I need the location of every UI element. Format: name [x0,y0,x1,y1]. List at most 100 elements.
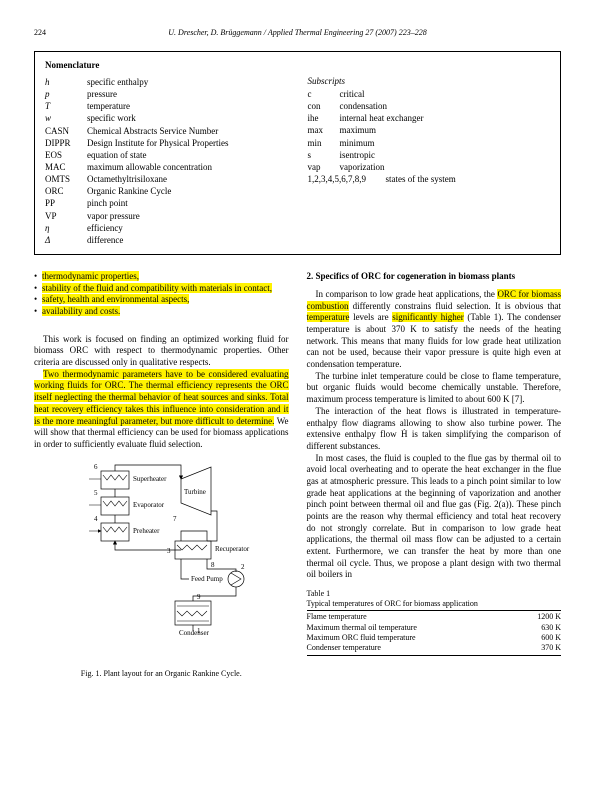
nomenclature-row: DIPPRDesign Institute for Physical Prope… [45,137,288,149]
nomenclature-box: Nomenclature hspecific enthalpyppressure… [34,51,561,255]
nomenclature-desc: temperature [87,100,288,112]
label-recuperator: Recuperator [215,545,250,553]
nomenclature-symbol: T [45,100,87,112]
table-cell-name: Flame temperature [307,612,367,622]
nomenclature-symbol: Δ [45,234,87,246]
svg-text:9: 9 [197,593,201,601]
table-row: Condenser temperature370 K [307,643,562,653]
subscripts-title: Subscripts [308,76,551,86]
nomenclature-row: wspecific work [45,112,288,124]
bullet-item: stability of the fluid and compatibility… [34,283,289,295]
paragraph-thermo: Two thermodynamic parameters have to be … [34,369,289,451]
svg-text:1: 1 [197,627,201,635]
nomenclature-symbol: vap [308,161,340,173]
nomenclature-row: iheinternal heat exchanger [308,112,551,124]
nomenclature-row: CASNChemical Abstracts Service Number [45,125,288,137]
nomenclature-desc: pressure [87,88,288,100]
label-feedpump: Feed Pump [191,575,223,583]
nomenclature-row: ηefficiency [45,222,288,234]
bullet-item: availability and costs. [34,306,289,318]
nomenclature-row: VPvapor pressure [45,210,288,222]
table-row: Maximum thermal oil temperature630 K [307,623,562,633]
nomenclature-row: maxmaximum [308,124,551,136]
hl-higher: significantly higher [392,312,464,322]
nomenclature-row: ccritical [308,88,551,100]
nomenclature-row: 1,2,3,4,5,6,7,8,9states of the system [308,173,551,185]
nomenclature-symbol: MAC [45,161,87,173]
table-cell-value: 1200 K [537,612,561,622]
nomenclature-row: hspecific enthalpy [45,76,288,88]
label-turbine: Turbine [184,488,206,496]
running-head-text: U. Drescher, D. Brüggemann / Applied The… [168,28,426,37]
nomenclature-desc: equation of state [87,149,288,161]
nomenclature-row: Ttemperature [45,100,288,112]
paragraph-intro: This work is focused on finding an optim… [34,334,289,369]
nomenclature-symbol: EOS [45,149,87,161]
nomenclature-row: vapvaporization [308,161,551,173]
nomenclature-desc: isentropic [340,149,551,161]
nomenclature-desc: Chemical Abstracts Service Number [87,125,288,137]
nomenclature-desc: minimum [340,137,551,149]
bullet-list: thermodynamic properties, stability of th… [34,271,289,318]
nomenclature-symbol: h [45,76,87,88]
bullet-item: safety, health and environmental aspects… [34,294,289,306]
section-2-title: 2. Specifics of ORC for cogeneration in … [307,271,562,281]
left-column: thermodynamic properties, stability of th… [34,271,289,678]
table-cell-name: Condenser temperature [307,643,381,653]
nomenclature-row: PPpinch point [45,197,288,209]
right-column: 2. Specifics of ORC for cogeneration in … [307,271,562,678]
svg-text:3: 3 [167,547,171,555]
nomenclature-symbol: DIPPR [45,137,87,149]
bullet-item: thermodynamic properties, [34,271,289,283]
nomenclature-row: MACmaximum allowable concentration [45,161,288,173]
nomenclature-desc: Design Institute for Physical Properties [87,137,288,149]
nomenclature-symbol: η [45,222,87,234]
highlighted-text: availability and costs. [42,306,120,316]
nomenclature-symbol: s [308,149,340,161]
svg-text:6: 6 [94,463,98,471]
nomenclature-desc: Organic Rankine Cycle [87,185,288,197]
table-1-caption: Typical temperatures of ORC for biomass … [307,599,562,608]
nomenclature-symbol: VP [45,210,87,222]
label-condenser: Condenser [179,629,210,637]
nomenclature-symbol: ORC [45,185,87,197]
highlighted-text: Two thermodynamic parameters have to be … [34,369,289,426]
nomenclature-symbol: min [308,137,340,149]
nomenclature-row: Δdifference [45,234,288,246]
nomenclature-symbol: c [308,88,340,100]
nomenclature-symbol: CASN [45,125,87,137]
table-cell-name: Maximum ORC fluid temperature [307,633,416,643]
nomenclature-desc: difference [87,234,288,246]
svg-text:5: 5 [94,489,98,497]
nomenclature-desc: condensation [340,100,551,112]
nomenclature-desc: critical [340,88,551,100]
nomenclature-row: concondensation [308,100,551,112]
table-cell-value: 600 K [541,633,561,643]
nomenclature-symbol: 1,2,3,4,5,6,7,8,9 [308,173,386,185]
nomenclature-desc: Octamethyltrisiloxane [87,173,288,185]
nomenclature-desc: vaporization [340,161,551,173]
nomenclature-row: minminimum [308,137,551,149]
table-1: Table 1 Typical temperatures of ORC for … [307,589,562,656]
nomenclature-left-col: hspecific enthalpyppressureTtemperaturew… [45,76,288,246]
page-number: 224 [34,28,46,37]
table-1-label: Table 1 [307,589,562,598]
nomenclature-title: Nomenclature [45,60,550,70]
table-row: Maximum ORC fluid temperature 600 K [307,633,562,643]
table-cell-name: Maximum thermal oil temperature [307,623,417,633]
label-preheater: Preheater [133,527,160,535]
label-superheater: Superheater [133,475,167,483]
figure-1-caption: Fig. 1. Plant layout for an Organic Rank… [34,669,289,678]
nomenclature-symbol: ihe [308,112,340,124]
highlighted-text: thermodynamic properties, [42,271,139,281]
figure-1: Superheater Evaporator Preheater Turbine… [34,461,289,678]
para-r3: The interaction of the heat flows is ill… [307,406,562,453]
para-r1: In comparison to low grade heat applicat… [307,289,562,371]
nomenclature-symbol: p [45,88,87,100]
nomenclature-desc: specific enthalpy [87,76,288,88]
nomenclature-desc: maximum [340,124,551,136]
svg-text:2: 2 [241,563,245,571]
nomenclature-row: OMTSOctamethyltrisiloxane [45,173,288,185]
nomenclature-symbol: w [45,112,87,124]
svg-text:7: 7 [173,515,177,523]
